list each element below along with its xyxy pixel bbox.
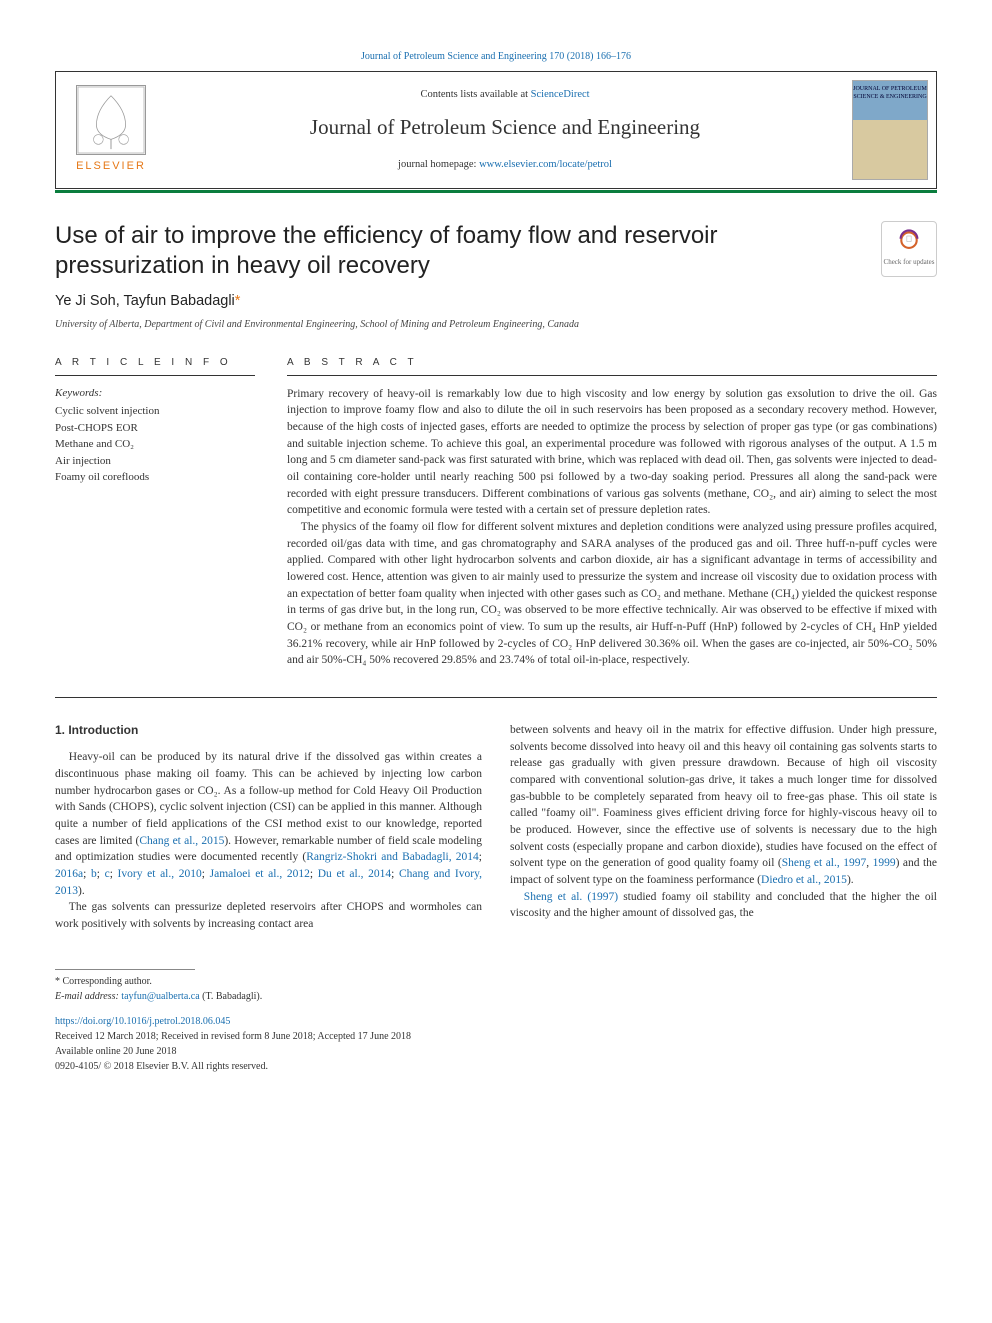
keyword: Air injection: [55, 453, 255, 470]
email-line: E-mail address: tayfun@ualberta.ca (T. B…: [55, 989, 937, 1004]
body-para: Sheng et al. (1997) studied foamy oil st…: [510, 889, 937, 922]
abstract-para-2: The physics of the foamy oil flow for di…: [287, 519, 937, 669]
section-heading: 1. Introduction: [55, 722, 482, 739]
journal-ref-link[interactable]: Journal of Petroleum Science and Enginee…: [361, 51, 631, 62]
header-center: Contents lists available at ScienceDirec…: [166, 72, 844, 188]
affiliation: University of Alberta, Department of Civ…: [55, 318, 937, 333]
article-info-column: A R T I C L E I N F O Keywords: Cyclic s…: [55, 356, 255, 669]
keyword: Foamy oil corefloods: [55, 469, 255, 486]
journal-homepage: journal homepage: www.elsevier.com/locat…: [398, 157, 612, 172]
citation-link[interactable]: b: [91, 868, 97, 880]
corresponding-author: * Corresponding author.: [55, 974, 937, 989]
journal-title: Journal of Petroleum Science and Enginee…: [310, 112, 700, 142]
check-updates-badge[interactable]: Check for updates: [881, 221, 937, 277]
journal-header: ELSEVIER Contents lists available at Sci…: [55, 71, 937, 189]
keyword: Cyclic solvent injection: [55, 403, 255, 420]
keyword: Methane and CO₂: [55, 436, 255, 453]
green-divider: [55, 190, 937, 193]
body-para: Heavy-oil can be produced by its natural…: [55, 749, 482, 899]
article-info-label: A R T I C L E I N F O: [55, 356, 255, 376]
cover-thumbnail: JOURNAL OF PETROLEUM SCIENCE & ENGINEERI…: [852, 80, 928, 180]
citation-link[interactable]: Jamaloei et al., 2012: [210, 868, 310, 880]
doi-link[interactable]: https://doi.org/10.1016/j.petrol.2018.06…: [55, 1016, 230, 1027]
citation-link[interactable]: 1999: [873, 857, 896, 869]
body-columns: 1. Introduction Heavy-oil can be produce…: [55, 722, 937, 933]
elsevier-wordmark: ELSEVIER: [76, 159, 146, 175]
keywords-head: Keywords:: [55, 386, 255, 402]
abstract-text: Primary recovery of heavy-oil is remarka…: [287, 386, 937, 669]
citation-link[interactable]: 2016a: [55, 868, 83, 880]
abstract-para-1: Primary recovery of heavy-oil is remarka…: [287, 386, 937, 519]
email-link[interactable]: tayfun@ualberta.ca: [121, 991, 199, 1002]
abstract-label: A B S T R A C T: [287, 356, 937, 376]
received-dates: Received 12 March 2018; Received in revi…: [55, 1029, 937, 1044]
elsevier-tree-icon: [76, 85, 146, 155]
section-divider: [55, 697, 937, 698]
homepage-link[interactable]: www.elsevier.com/locate/petrol: [479, 159, 612, 170]
corresponding-mark: *: [235, 293, 241, 309]
citation-link[interactable]: Ivory et al., 2010: [118, 868, 202, 880]
keyword: Post-CHOPS EOR: [55, 420, 255, 437]
available-online: Available online 20 June 2018: [55, 1044, 937, 1059]
contents-available: Contents lists available at ScienceDirec…: [420, 87, 589, 102]
elsevier-logo: ELSEVIER: [56, 72, 166, 188]
sciencedirect-link[interactable]: ScienceDirect: [531, 89, 590, 100]
journal-cover: JOURNAL OF PETROLEUM SCIENCE & ENGINEERI…: [844, 72, 936, 188]
citation-link[interactable]: Sheng et al. (1997): [524, 891, 618, 903]
abstract-column: A B S T R A C T Primary recovery of heav…: [287, 356, 937, 669]
citation-link[interactable]: Rangriz-Shokri and Babadagli, 2014: [306, 851, 479, 863]
citation-link[interactable]: Chang et al., 2015: [139, 835, 224, 847]
body-para: between solvents and heavy oil in the ma…: [510, 722, 937, 889]
body-para: The gas solvents can pressurize depleted…: [55, 899, 482, 932]
citation-link[interactable]: Sheng et al., 1997: [782, 857, 867, 869]
citation-link[interactable]: Du et al., 2014: [318, 868, 391, 880]
citation-link[interactable]: Diedro et al., 2015: [761, 874, 847, 886]
article-title: Use of air to improve the efficiency of …: [55, 221, 861, 281]
copyright: 0920-4105/ © 2018 Elsevier B.V. All righ…: [55, 1059, 937, 1074]
journal-ref-top: Journal of Petroleum Science and Enginee…: [55, 50, 937, 65]
authors: Ye Ji Soh, Tayfun Babadagli*: [55, 291, 937, 312]
footer: * Corresponding author. E-mail address: …: [55, 969, 937, 1074]
citation-link[interactable]: c: [105, 868, 110, 880]
